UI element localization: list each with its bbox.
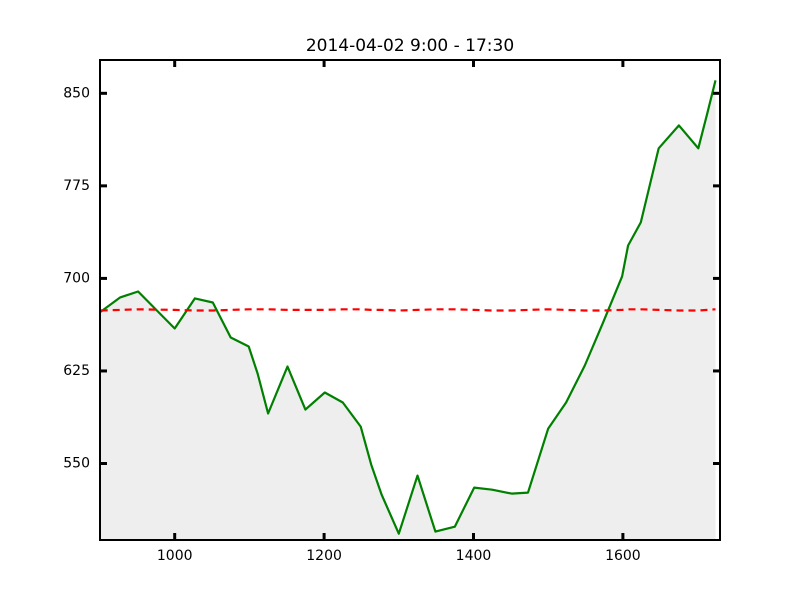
plot-frame [99,59,721,541]
line-series [100,308,716,312]
y-tick-label: 850 [63,85,90,101]
line-series [100,80,717,535]
area-fill [100,80,716,541]
x-tick-label: 1400 [456,548,492,564]
y-tick-label: 625 [63,363,90,379]
y-tick-label: 700 [63,270,90,286]
y-tick-label: 775 [63,178,90,194]
y-tick-label: 550 [63,455,90,471]
chart-title: 2014-04-02 9:00 - 17:30 [306,36,514,56]
x-tick-label: 1200 [306,548,342,564]
x-tick-label: 1600 [605,548,641,564]
x-tick-label: 1000 [157,548,193,564]
